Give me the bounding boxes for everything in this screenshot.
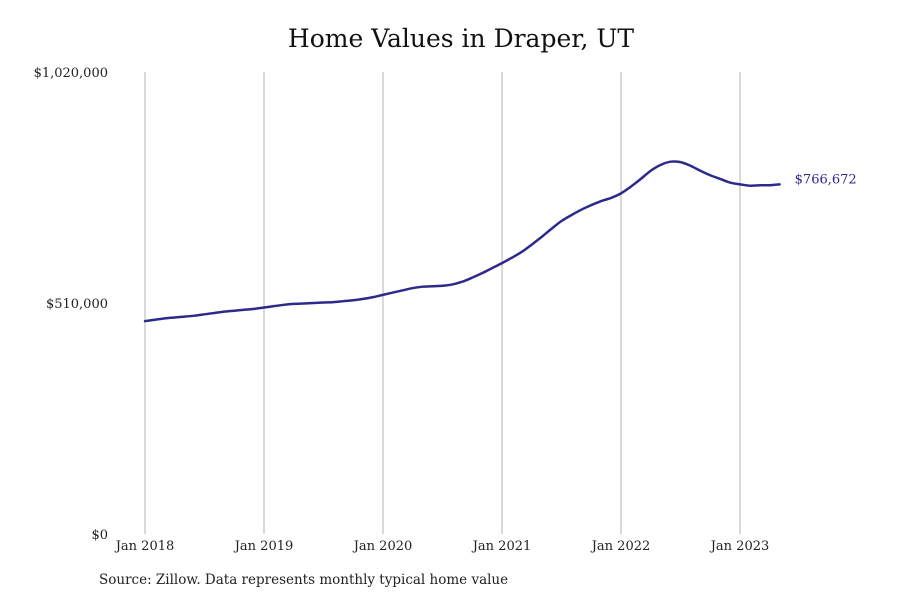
- data-point: [293, 303, 295, 305]
- data-point: [203, 313, 205, 315]
- y-tick-label: $510,000: [46, 297, 108, 312]
- data-point: [590, 204, 592, 206]
- data-point: [431, 285, 433, 287]
- data-point: [749, 184, 751, 186]
- data-point: [332, 301, 334, 303]
- data-point: [441, 285, 443, 287]
- data-point: [650, 170, 652, 172]
- data-point: [630, 185, 632, 187]
- data-point: [144, 320, 146, 322]
- data-point: [183, 315, 185, 317]
- data-point: [273, 305, 275, 307]
- data-point: [213, 312, 215, 314]
- series-layer: [143, 160, 781, 323]
- chart-title: Home Values in Draper, UT: [287, 24, 635, 53]
- data-point: [531, 243, 533, 245]
- data-point: [421, 285, 423, 287]
- data-point: [659, 164, 661, 166]
- data-point: [392, 291, 394, 293]
- data-point: [778, 183, 780, 185]
- data-point: [461, 281, 463, 283]
- data-point: [223, 310, 225, 312]
- gridlines: [144, 72, 741, 534]
- data-point: [600, 200, 602, 202]
- x-tick-label: Jan 2022: [590, 539, 651, 554]
- data-point: [550, 228, 552, 230]
- y-axis: $0 $510,000 $1,020,000: [34, 66, 108, 543]
- data-point: [560, 220, 562, 222]
- data-point: [402, 289, 404, 291]
- data-point: [253, 308, 255, 310]
- data-point: [412, 287, 414, 289]
- data-point: [322, 301, 324, 303]
- data-point: [174, 316, 176, 318]
- data-point: [729, 181, 731, 183]
- data-point: [302, 302, 304, 304]
- data-point: [719, 178, 721, 180]
- x-tick-label: Jan 2021: [471, 539, 532, 554]
- annotations: $766,672: [795, 172, 857, 187]
- data-point: [164, 317, 166, 319]
- x-tick-label: Jan 2019: [233, 539, 294, 554]
- data-point: [471, 276, 473, 278]
- data-point: [739, 183, 741, 185]
- series-line: [143, 160, 781, 323]
- data-point: [342, 300, 344, 302]
- data-point: [521, 251, 523, 253]
- data-point: [491, 267, 493, 269]
- data-point: [243, 309, 245, 311]
- data-point: [352, 299, 354, 301]
- data-point: [540, 236, 542, 238]
- data-point: [709, 174, 711, 176]
- data-point: [312, 302, 314, 304]
- data-point: [233, 310, 235, 312]
- data-point: [699, 170, 701, 172]
- y-tick-label: $0: [91, 528, 108, 543]
- data-point: [610, 197, 612, 199]
- data-point: [154, 319, 156, 321]
- x-axis: Jan 2018 Jan 2019 Jan 2020 Jan 2021 Jan 2022…: [114, 539, 770, 554]
- data-point: [501, 262, 503, 264]
- x-tick-label: Jan 2020: [352, 539, 413, 554]
- data-point: [511, 257, 513, 259]
- data-point: [362, 298, 364, 300]
- data-point: [382, 294, 384, 296]
- data-point: [679, 161, 681, 163]
- x-tick-label: Jan 2018: [114, 539, 175, 554]
- x-tick-label: Jan 2023: [709, 539, 770, 554]
- data-point: [451, 283, 453, 285]
- end-value-label: $766,672: [795, 172, 857, 187]
- data-point: [759, 184, 761, 186]
- data-point: [769, 184, 771, 186]
- data-point: [570, 214, 572, 216]
- data-point: [580, 208, 582, 210]
- data-point: [481, 272, 483, 274]
- data-point: [193, 314, 195, 316]
- data-point: [640, 178, 642, 180]
- source-note: Source: Zillow. Data represents monthly …: [99, 572, 509, 588]
- data-point: [669, 160, 671, 162]
- data-point: [283, 304, 285, 306]
- data-point: [372, 296, 374, 298]
- data-point: [620, 192, 622, 194]
- y-tick-label: $1,020,000: [34, 66, 108, 81]
- data-point: [689, 165, 691, 167]
- data-point: [263, 306, 265, 308]
